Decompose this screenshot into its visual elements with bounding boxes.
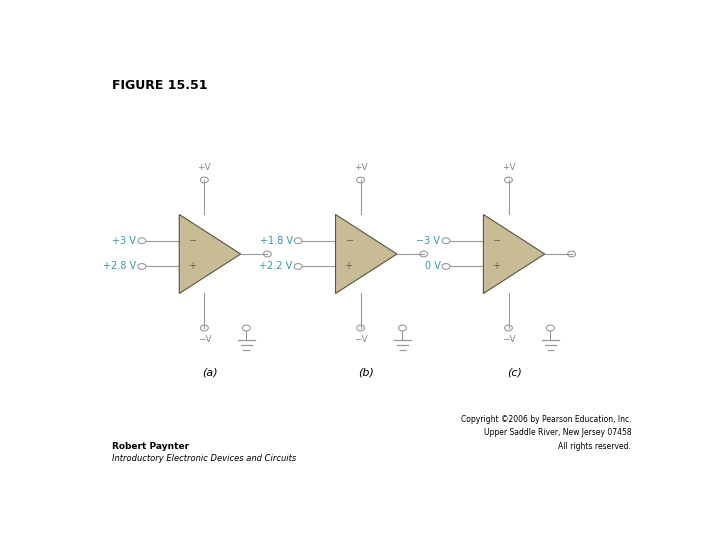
Text: +3 V: +3 V [112, 235, 136, 246]
Text: −: − [493, 235, 502, 246]
Text: +V: +V [354, 164, 367, 172]
Polygon shape [179, 214, 240, 293]
Text: +2.8 V: +2.8 V [103, 261, 136, 272]
Polygon shape [483, 214, 545, 293]
Text: Robert Paynter: Robert Paynter [112, 442, 189, 451]
Text: −V: −V [197, 335, 211, 345]
Text: (c): (c) [507, 368, 521, 377]
Text: +: + [344, 261, 353, 271]
Text: Introductory Electronic Devices and Circuits: Introductory Electronic Devices and Circ… [112, 454, 297, 463]
Text: +V: +V [197, 164, 211, 172]
Text: FIGURE 15.51: FIGURE 15.51 [112, 79, 208, 92]
Text: +2.2 V: +2.2 V [259, 261, 292, 272]
Text: −V: −V [502, 335, 516, 345]
Text: +1.8 V: +1.8 V [259, 235, 292, 246]
Text: +: + [188, 261, 197, 271]
Text: −: − [346, 235, 354, 246]
Text: (a): (a) [202, 368, 217, 377]
Text: +V: +V [502, 164, 516, 172]
Text: Copyright ©2006 by Pearson Education, Inc.
Upper Saddle River, New Jersey 07458
: Copyright ©2006 by Pearson Education, In… [461, 415, 631, 451]
Text: (b): (b) [359, 368, 374, 377]
Text: −: − [189, 235, 197, 246]
Text: +: + [492, 261, 500, 271]
Text: 0 V: 0 V [425, 261, 441, 272]
Polygon shape [336, 214, 397, 293]
Text: −V: −V [354, 335, 367, 345]
Text: −3 V: −3 V [416, 235, 441, 246]
